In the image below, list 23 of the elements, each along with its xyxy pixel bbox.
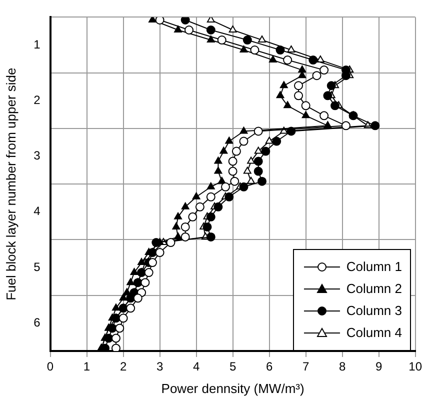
x-tick-label: 9: [375, 360, 382, 374]
legend-label: Column 4: [346, 324, 402, 342]
x-tick-label: 10: [408, 360, 422, 374]
y-tick-label: 6: [34, 315, 41, 330]
x-tick-label: 1: [83, 360, 90, 374]
x-tick-label: 7: [302, 360, 310, 374]
x-tick-label: 3: [156, 360, 164, 374]
x-tick-label: 5: [229, 360, 236, 374]
y-tick-label: 5: [34, 260, 41, 274]
x-tick-label: 4: [192, 360, 200, 374]
x-tick-label: 0: [46, 360, 54, 374]
x-tick-label: 8: [338, 360, 346, 374]
x-tick-label: 6: [266, 360, 273, 374]
y-tick-label: 2: [34, 92, 41, 107]
legend-label: Column 3: [346, 302, 402, 320]
x-axis-title: Power dennsity (MW/m³): [161, 380, 304, 396]
legend-label: Column 1: [346, 258, 402, 276]
x-tick-label: 2: [120, 360, 127, 374]
y-tick-label: 4: [34, 204, 41, 218]
y-tick-label: 1: [34, 37, 41, 52]
y-tick-label: 3: [34, 148, 41, 163]
legend-label: Column 2: [346, 280, 402, 298]
y-axis-title: Fuel block layer number from upper side: [3, 68, 18, 300]
